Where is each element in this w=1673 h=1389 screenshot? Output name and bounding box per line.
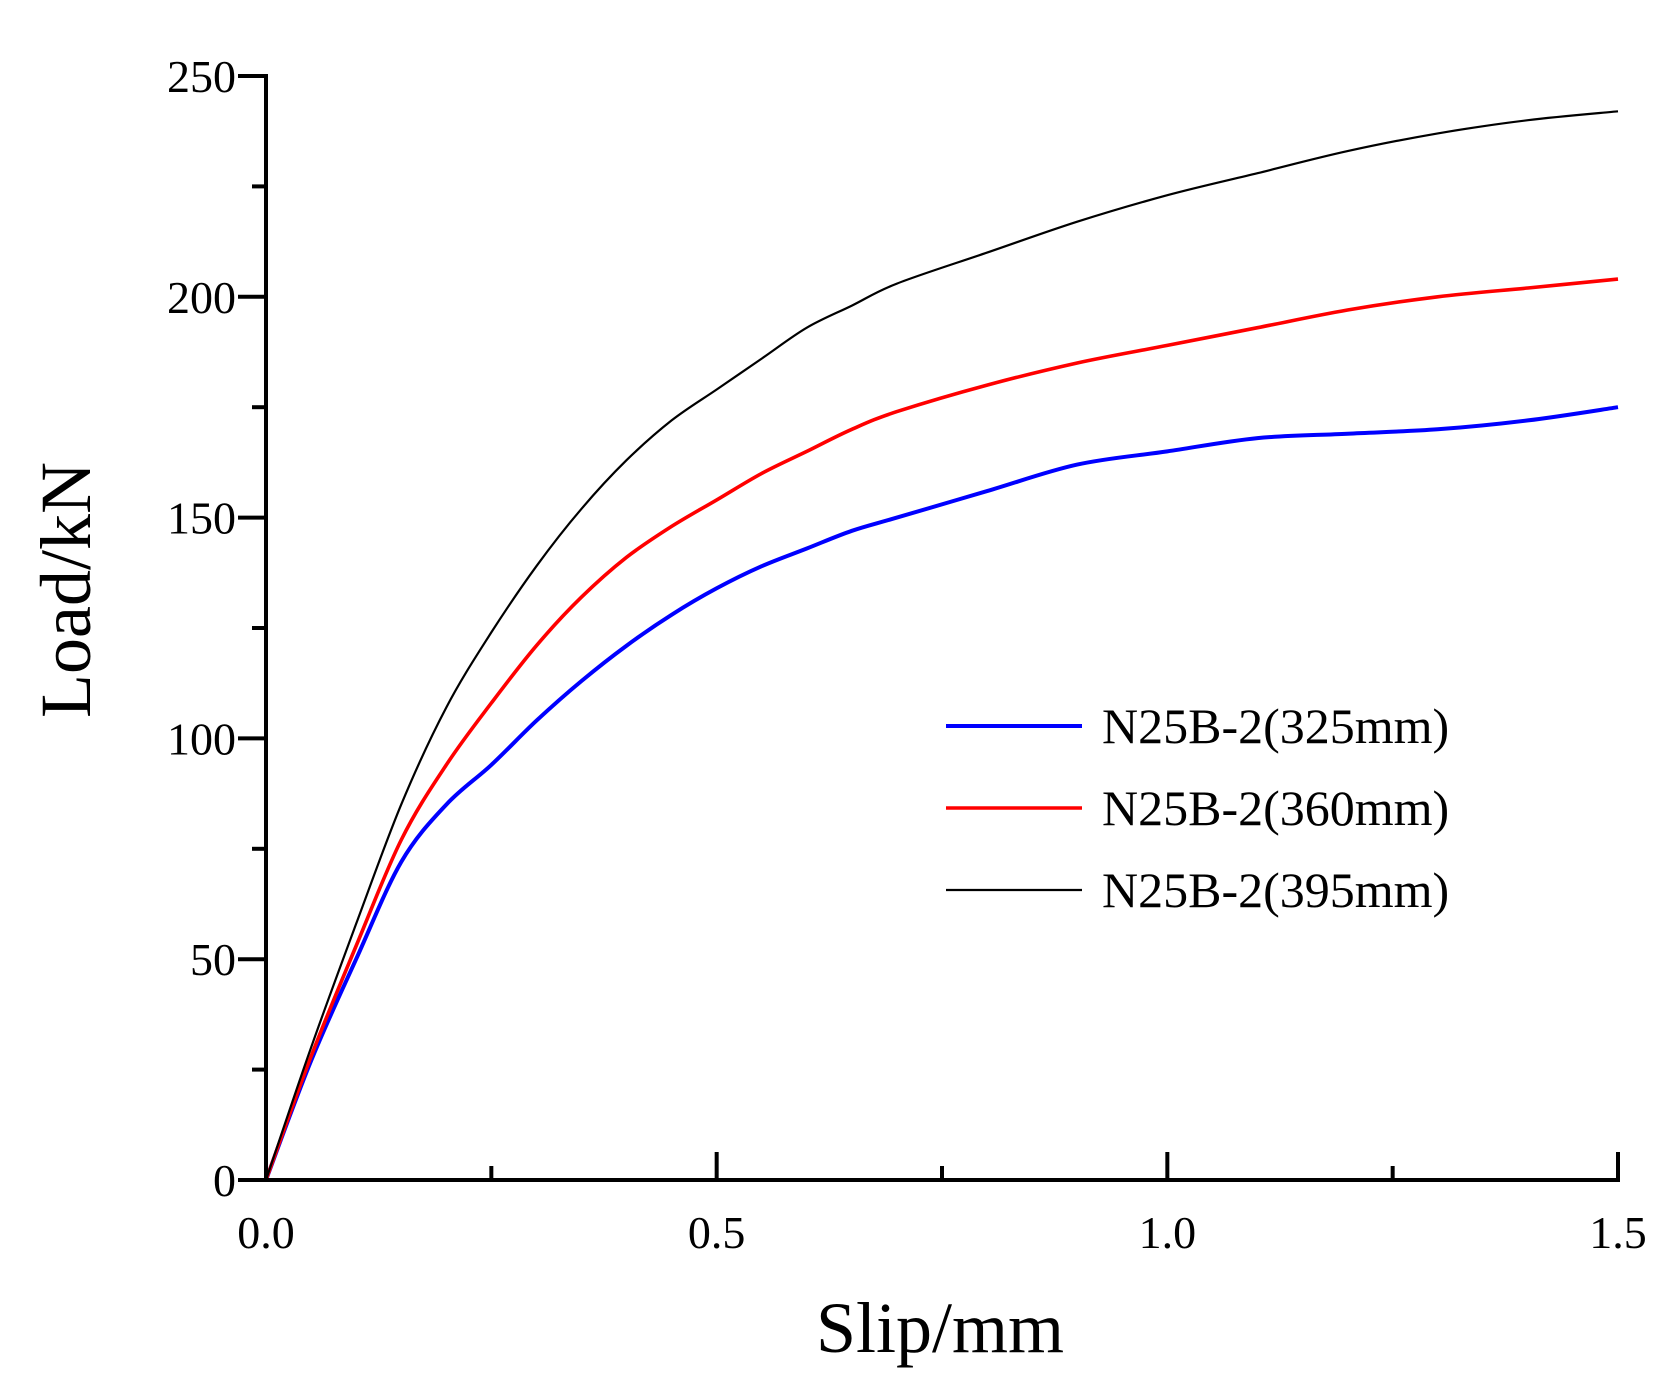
series-line-1 xyxy=(264,405,1619,1181)
legend: N25B-2(325mm) N25B-2(360mm) N25B-2(395mm) xyxy=(946,698,1449,918)
legend-label-2: N25B-2(360mm) xyxy=(1102,780,1449,836)
x-tick-label: 0.0 xyxy=(237,1207,295,1258)
y-tick-label: 100 xyxy=(167,713,236,764)
series-layer xyxy=(264,110,1619,1181)
x-axis-title: Slip/mm xyxy=(816,1288,1064,1368)
x-tick-label: 1.0 xyxy=(1139,1207,1197,1258)
y-tick-label: 150 xyxy=(167,493,236,544)
series-line-2 xyxy=(264,277,1619,1181)
y-tick-label: 200 xyxy=(167,272,236,323)
x-tick-label: 1.5 xyxy=(1589,1207,1647,1258)
legend-label-1: N25B-2(325mm) xyxy=(1102,698,1449,754)
y-tick-label: 250 xyxy=(167,51,236,102)
x-tick-label: 0.5 xyxy=(688,1207,746,1258)
legend-label-3: N25B-2(395mm) xyxy=(1102,862,1449,918)
y-tick-label: 50 xyxy=(190,934,236,985)
series-line-3 xyxy=(264,110,1619,1181)
y-axis-title: Load/kN xyxy=(26,462,106,718)
y-tick-label: 0 xyxy=(213,1155,236,1206)
axes-layer: 0 50 100 150 200 250 0.0 0.5 1.0 1.5 xyxy=(167,51,1647,1258)
